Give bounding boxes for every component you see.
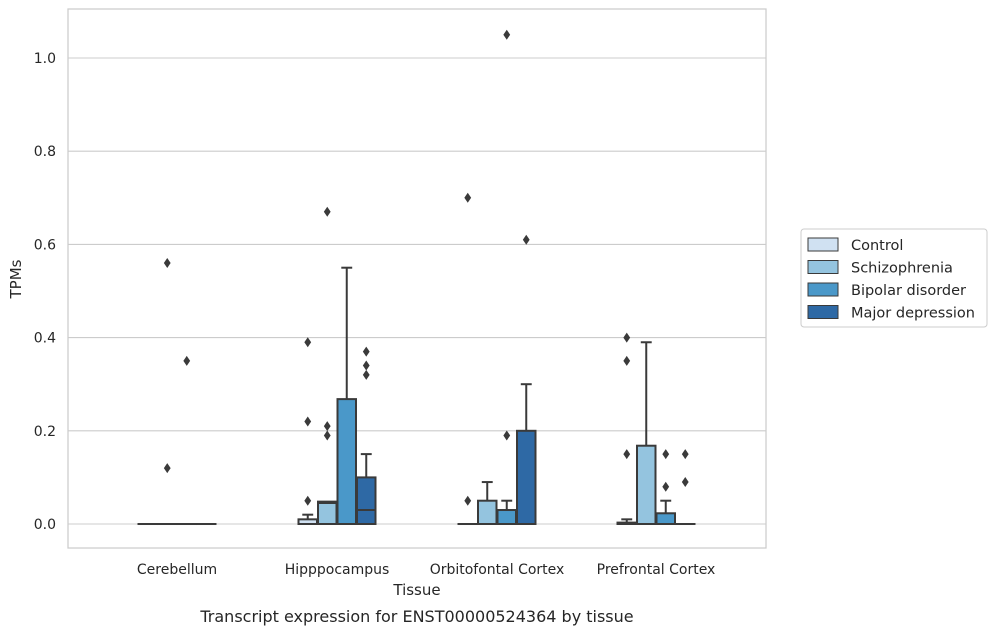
outlier-point [362,360,370,371]
outlier-point [623,449,631,460]
legend-label: Bipolar disorder [851,283,966,299]
y-tick-labels: 0.0 0.2 0.4 0.6 0.8 1.0 [34,51,56,533]
box-2-2 [496,29,517,525]
plot-area-frame [67,8,767,549]
outlier-point [163,463,171,474]
outlier-point [662,481,670,492]
chart-caption: Transcript expression for ENST0000052436… [199,607,633,626]
outlier-point [503,29,511,40]
box-1-1 [317,206,338,525]
box-3-3 [675,449,696,526]
box-body [336,398,357,525]
box-body [636,444,657,526]
box-3-2 [516,234,537,525]
box-1-3 [636,341,657,526]
legend-swatch [807,282,839,297]
grid-lines [68,57,766,525]
outlier-point [304,495,312,506]
outlier-point [623,355,631,366]
y-tick-label: 0.8 [34,144,56,160]
box-2-3 [655,449,676,525]
legend-frame [800,228,988,328]
outlier-point [362,346,370,357]
box-body [477,499,498,526]
legend-swatch [807,237,839,252]
legend-swatch [807,305,839,319]
box-3-1 [356,346,377,525]
legend-label: Schizophrenia [851,261,953,277]
legend-swatch [807,260,839,274]
outlier-point [304,416,312,427]
outlier-point [362,369,370,380]
outlier-point [503,430,511,441]
box-series [137,29,696,526]
y-axis-label: TPMs [7,259,25,299]
x-tick-labels: Cerebellum Hipppocampus Orbitofontal Corte… [137,562,715,578]
outlier-point [323,206,331,217]
x-tick-label: Orbitofontal Cortex [430,562,565,578]
box-2-1 [336,266,357,525]
outlier-point [323,421,331,432]
outlier-point [183,355,191,366]
x-tick-label: Cerebellum [137,562,217,578]
box-1-2 [477,481,498,526]
box-1-0 [157,258,178,526]
y-tick-label: 0.6 [34,237,56,253]
outlier-point [623,332,631,343]
box-2-0 [176,355,197,526]
box-body [496,509,517,525]
outlier-point [464,495,472,506]
outlier-point [681,477,689,488]
x-tick-label: Hipppocampus [285,562,390,578]
y-tick-label: 1.0 [34,51,56,67]
outlier-point [304,337,312,348]
outlier-point [163,258,171,269]
box-body [317,500,338,525]
outlier-point [464,192,472,203]
box-body [655,512,676,525]
outlier-point [323,430,331,441]
box-0-1 [297,337,318,526]
legend: Control Schizophrenia Bipolar disorder Majo… [800,228,988,328]
box-0-3 [616,332,637,525]
legend-label: Control [851,238,903,254]
box-body [356,476,377,525]
outlier-point [662,449,670,460]
outlier-point [681,449,689,460]
outlier-point [522,234,530,245]
y-tick-label: 0.2 [34,424,56,440]
x-axis-label: Tissue [392,581,440,599]
box-0-2 [457,192,478,526]
x-tick-label: Prefrontal Cortex [597,562,716,578]
legend-label: Major depression [851,306,975,322]
y-tick-label: 0.0 [34,517,56,533]
y-tick-label: 0.4 [34,331,56,347]
box-body [516,429,537,525]
